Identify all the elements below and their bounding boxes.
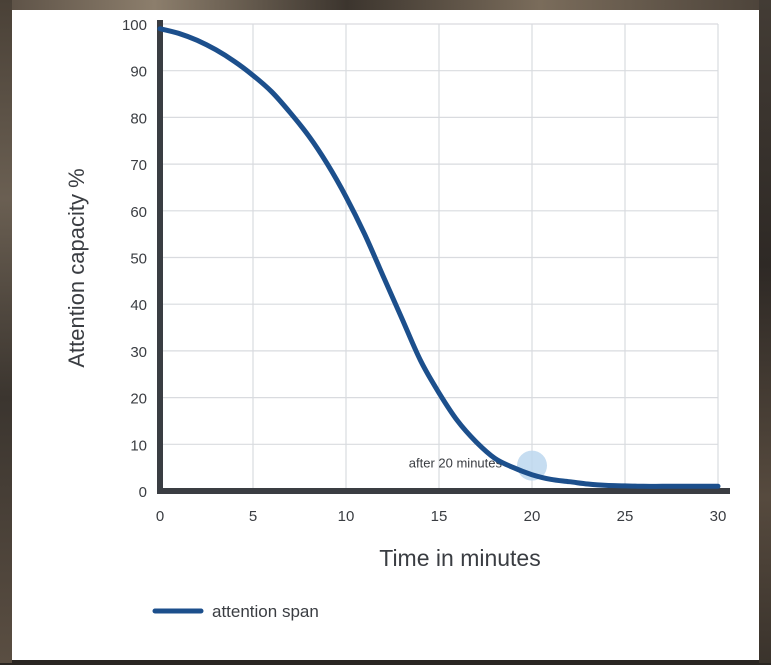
x-tick-label: 20 <box>524 508 541 525</box>
legend-label: attention span <box>212 602 319 621</box>
legend: attention span <box>152 602 319 621</box>
y-tick-label: 70 <box>130 157 147 174</box>
x-tick-label: 5 <box>249 508 257 525</box>
y-tick-label: 60 <box>130 204 147 221</box>
attention-chart: 0 10 20 30 40 50 60 70 80 90 100 0 5 10 15 20 25 30 afte… <box>64 17 730 621</box>
y-tick-label: 30 <box>130 344 147 361</box>
background-photo-right <box>759 0 771 663</box>
background-photo-left <box>0 0 12 663</box>
y-tick-label: 0 <box>139 484 147 501</box>
x-tick-label: 15 <box>431 508 448 525</box>
y-tick-label: 80 <box>130 110 147 127</box>
x-tick-label: 0 <box>156 508 164 525</box>
x-axis-label: Time in minutes <box>379 545 540 571</box>
background-photo-top <box>0 0 771 12</box>
y-tick-label: 20 <box>130 391 147 408</box>
annotation-label: after 20 minutes <box>409 456 503 471</box>
x-tick-label: 30 <box>710 508 727 525</box>
y-axis-label: Attention capacity % <box>64 168 89 367</box>
axes <box>157 20 730 494</box>
y-tick-label: 10 <box>130 437 147 454</box>
x-tick-label: 10 <box>338 508 355 525</box>
series-line-attention-span <box>157 26 721 489</box>
y-tick-label: 40 <box>130 297 147 314</box>
grid <box>160 23 719 491</box>
x-tick-labels: 0 5 10 15 20 25 30 <box>156 508 727 525</box>
x-tick-label: 25 <box>617 508 634 525</box>
series <box>157 26 721 489</box>
y-tick-labels: 0 10 20 30 40 50 60 70 80 90 100 <box>122 17 147 501</box>
y-tick-label: 50 <box>130 251 147 268</box>
chart-panel: 0 10 20 30 40 50 60 70 80 90 100 0 5 10 15 20 25 30 afte… <box>12 10 759 660</box>
y-tick-label: 90 <box>130 64 147 81</box>
annotations: after 20 minutes <box>409 450 547 481</box>
y-tick-label: 100 <box>122 17 147 34</box>
